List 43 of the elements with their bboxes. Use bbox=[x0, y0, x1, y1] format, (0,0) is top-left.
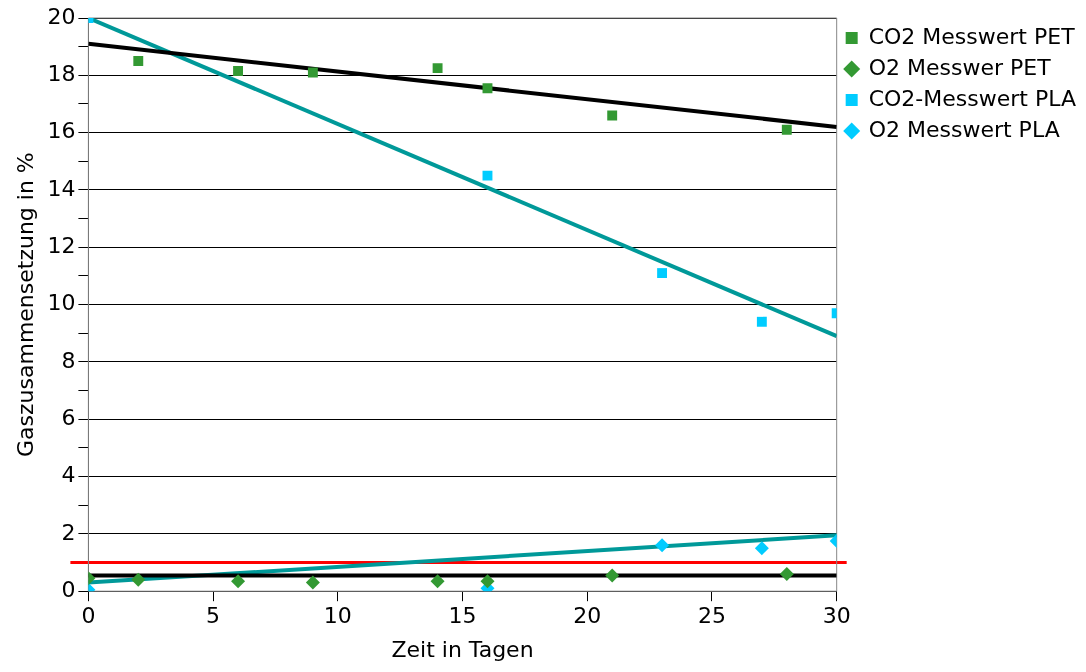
point bbox=[779, 567, 794, 581]
point bbox=[131, 572, 146, 587]
x-axis-title: Zeit in Tagen bbox=[391, 636, 534, 662]
x-tick-label: 15 bbox=[448, 603, 477, 629]
y-axis-title: Gaszusammensetzung in % bbox=[12, 152, 38, 457]
x-tick-label: 5 bbox=[206, 603, 221, 629]
point bbox=[430, 574, 445, 589]
y-tick-label: 10 bbox=[47, 290, 76, 316]
legend-label: CO2 Messwert PET bbox=[868, 23, 1076, 49]
point bbox=[233, 66, 243, 76]
y-tick-label: 8 bbox=[61, 347, 76, 373]
point bbox=[432, 63, 443, 74]
legend-label: O2 Messwert PLA bbox=[868, 116, 1060, 142]
point bbox=[307, 67, 318, 78]
legend-label: O2 Messwer PET bbox=[868, 54, 1052, 80]
point bbox=[657, 268, 668, 279]
y-tick-label: 2 bbox=[61, 519, 76, 545]
x-tick-label: 10 bbox=[323, 603, 352, 629]
point bbox=[231, 574, 246, 589]
y-tick-label: 18 bbox=[47, 61, 76, 87]
point bbox=[482, 83, 493, 94]
point bbox=[605, 568, 620, 583]
x-tick-label: 25 bbox=[697, 603, 726, 629]
point bbox=[482, 170, 493, 181]
point bbox=[133, 56, 144, 66]
y-tick-label: 4 bbox=[61, 462, 76, 488]
point bbox=[480, 574, 495, 589]
y-tick-label: 14 bbox=[47, 175, 76, 201]
point bbox=[754, 541, 769, 556]
point bbox=[781, 124, 792, 135]
y-tick-label: 0 bbox=[61, 576, 76, 602]
point bbox=[607, 110, 618, 121]
x-tick-label: 0 bbox=[81, 603, 96, 629]
legend-label: CO2-Messwert PLA bbox=[868, 85, 1076, 111]
x-tick-label: 20 bbox=[573, 603, 602, 629]
y-tick-label: 12 bbox=[47, 233, 76, 258]
x-tick-label: 30 bbox=[822, 603, 851, 629]
point bbox=[756, 316, 767, 327]
point bbox=[305, 575, 320, 590]
y-tick-label: 20 bbox=[47, 3, 76, 29]
y-tick-label: 16 bbox=[47, 118, 76, 144]
y-tick-label: 6 bbox=[61, 404, 76, 430]
point bbox=[655, 538, 670, 553]
